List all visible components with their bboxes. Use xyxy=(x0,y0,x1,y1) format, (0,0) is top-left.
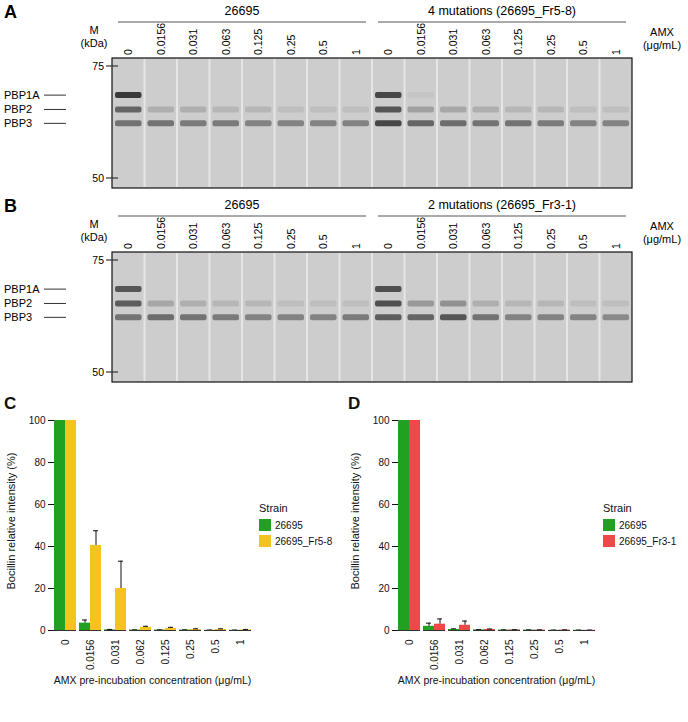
svg-text:(kDa): (kDa) xyxy=(81,37,108,49)
svg-text:0.5: 0.5 xyxy=(577,234,589,249)
svg-text:B: B xyxy=(4,196,17,216)
svg-text:0.125: 0.125 xyxy=(504,639,515,664)
svg-text:0: 0 xyxy=(60,639,71,645)
svg-text:1: 1 xyxy=(610,49,622,55)
svg-text:0.125: 0.125 xyxy=(512,29,524,55)
html-text:Strain: Strain xyxy=(259,502,288,514)
svg-text:0.0156: 0.0156 xyxy=(155,217,167,249)
svg-text:PBP2: PBP2 xyxy=(4,103,32,115)
svg-text:60: 60 xyxy=(378,499,390,510)
svg-text:0.062: 0.062 xyxy=(479,639,490,664)
svg-text:0.5: 0.5 xyxy=(317,40,329,55)
html-text:26695_Fr3-1: 26695_Fr3-1 xyxy=(619,535,677,547)
svg-text:0.5: 0.5 xyxy=(577,40,589,55)
svg-text:0: 0 xyxy=(40,625,46,636)
svg-text:PBP1A: PBP1A xyxy=(4,283,40,295)
svg-text:0.031: 0.031 xyxy=(447,29,459,55)
html-text:26695_Fr5-8: 26695_Fr5-8 xyxy=(275,535,333,547)
svg-text:4 mutations (26695_Fr5-8): 4 mutations (26695_Fr5-8) xyxy=(428,4,576,18)
svg-text:PBP3: PBP3 xyxy=(4,117,32,129)
svg-text:0.0156: 0.0156 xyxy=(415,217,427,249)
svg-text:75: 75 xyxy=(92,254,104,266)
svg-text:80: 80 xyxy=(378,457,390,468)
svg-text:0.063: 0.063 xyxy=(220,223,232,249)
svg-text:0.25: 0.25 xyxy=(185,639,196,659)
svg-text:0.0156: 0.0156 xyxy=(429,639,440,670)
svg-text:0.031: 0.031 xyxy=(187,29,199,55)
html-text:Strain: Strain xyxy=(603,502,632,514)
svg-text:AMX: AMX xyxy=(650,220,675,232)
svg-text:50: 50 xyxy=(92,366,104,378)
svg-text:75: 75 xyxy=(92,60,104,72)
svg-text:1: 1 xyxy=(235,639,246,645)
svg-text:0: 0 xyxy=(404,639,415,645)
svg-text:50: 50 xyxy=(92,172,104,184)
svg-text:0: 0 xyxy=(122,49,134,55)
svg-text:0.063: 0.063 xyxy=(480,29,492,55)
html-text:Bocillin relative intensity (%: Bocillin relative intensity (%) xyxy=(5,452,17,590)
svg-text:(kDa): (kDa) xyxy=(81,231,108,243)
html-text:D: D xyxy=(348,394,361,413)
svg-text:0.25: 0.25 xyxy=(529,639,540,659)
svg-text:80: 80 xyxy=(34,457,46,468)
svg-text:0.5: 0.5 xyxy=(210,639,221,653)
svg-text:40: 40 xyxy=(378,541,390,552)
svg-text:20: 20 xyxy=(34,583,46,594)
svg-text:26695: 26695 xyxy=(225,198,260,212)
svg-text:0.25: 0.25 xyxy=(285,34,297,55)
svg-text:1: 1 xyxy=(610,243,622,249)
svg-text:0.0156: 0.0156 xyxy=(85,639,96,670)
svg-text:0.125: 0.125 xyxy=(512,223,524,249)
svg-text:PBP2: PBP2 xyxy=(4,297,32,309)
svg-text:0.125: 0.125 xyxy=(252,223,264,249)
svg-text:1: 1 xyxy=(350,49,362,55)
svg-text:PBP3: PBP3 xyxy=(4,311,32,323)
html-text:C: C xyxy=(4,394,17,413)
svg-text:0.125: 0.125 xyxy=(252,29,264,55)
svg-text:0: 0 xyxy=(382,243,394,249)
svg-text:20: 20 xyxy=(378,583,390,594)
svg-text:0.062: 0.062 xyxy=(135,639,146,664)
svg-text:0: 0 xyxy=(384,625,390,636)
svg-text:0.063: 0.063 xyxy=(480,223,492,249)
svg-text:2 mutations (26695_Fr3-1): 2 mutations (26695_Fr3-1) xyxy=(428,198,576,212)
svg-text:0.0156: 0.0156 xyxy=(415,23,427,55)
html-text:AMX pre-incubation concentrati: AMX pre-incubation concentration (μg/mL) xyxy=(397,674,596,686)
svg-text:0.031: 0.031 xyxy=(454,639,465,664)
svg-text:100: 100 xyxy=(373,415,390,426)
svg-text:(μg/mL): (μg/mL) xyxy=(643,233,681,245)
svg-text:40: 40 xyxy=(34,541,46,552)
html-text:26695: 26695 xyxy=(275,519,303,531)
svg-text:0.031: 0.031 xyxy=(187,223,199,249)
svg-text:0.5: 0.5 xyxy=(317,234,329,249)
svg-text:1: 1 xyxy=(579,639,590,645)
html-text:AMX pre-incubation concentrati: AMX pre-incubation concentration (μg/mL) xyxy=(53,674,252,686)
svg-text:26695: 26695 xyxy=(225,4,260,18)
html-text:Bocillin relative intensity (%: Bocillin relative intensity (%) xyxy=(349,452,361,590)
svg-text:0.25: 0.25 xyxy=(545,34,557,55)
svg-text:AMX: AMX xyxy=(650,26,675,38)
svg-text:0.031: 0.031 xyxy=(447,223,459,249)
html-text:26695: 26695 xyxy=(619,519,647,531)
svg-text:PBP1A: PBP1A xyxy=(4,89,40,101)
svg-text:0.25: 0.25 xyxy=(285,228,297,249)
svg-text:(μg/mL): (μg/mL) xyxy=(643,39,681,51)
svg-text:1: 1 xyxy=(350,243,362,249)
svg-text:0.125: 0.125 xyxy=(160,639,171,664)
svg-text:0.063: 0.063 xyxy=(220,29,232,55)
svg-text:A: A xyxy=(4,2,17,22)
svg-text:M: M xyxy=(89,218,98,230)
svg-text:0: 0 xyxy=(122,243,134,249)
svg-text:60: 60 xyxy=(34,499,46,510)
svg-text:100: 100 xyxy=(29,415,46,426)
svg-text:M: M xyxy=(89,24,98,36)
svg-text:0: 0 xyxy=(382,49,394,55)
svg-text:0.031: 0.031 xyxy=(110,639,121,664)
svg-text:0.5: 0.5 xyxy=(554,639,565,653)
svg-text:0.25: 0.25 xyxy=(545,228,557,249)
svg-text:0.0156: 0.0156 xyxy=(155,23,167,55)
